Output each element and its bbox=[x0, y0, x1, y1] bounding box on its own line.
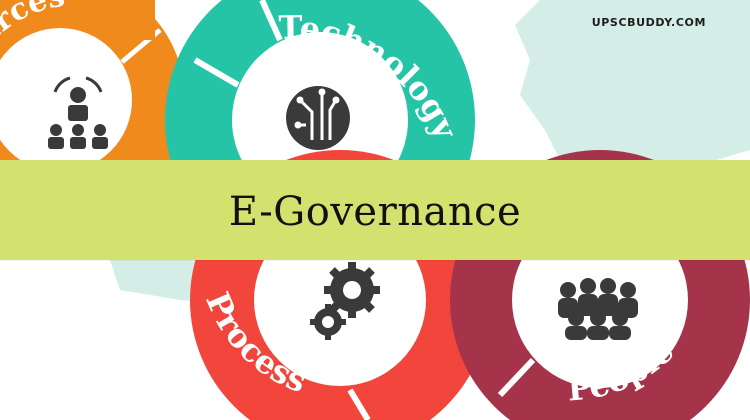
group-icon bbox=[558, 278, 638, 340]
map-background bbox=[110, 0, 750, 330]
site-watermark: UPSCBUDDY.COM bbox=[591, 16, 706, 29]
banner-title: E-Governance bbox=[228, 189, 522, 235]
presenter-audience-icon bbox=[48, 76, 108, 149]
circuit-icon bbox=[286, 86, 350, 150]
title-banner: E-Governance bbox=[0, 160, 750, 260]
gears-icon bbox=[310, 262, 380, 340]
